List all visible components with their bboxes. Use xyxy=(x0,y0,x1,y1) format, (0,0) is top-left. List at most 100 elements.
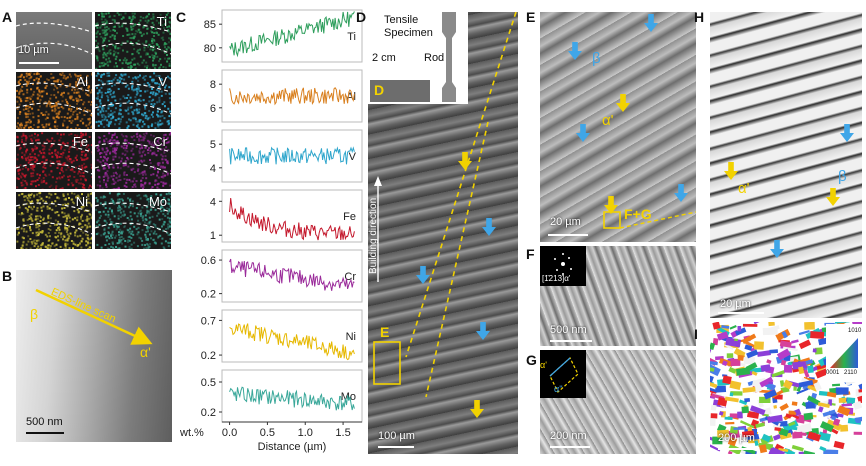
y-tick-label: 0.2 xyxy=(201,350,216,362)
grain xyxy=(792,431,803,439)
panel-h-scale-bar xyxy=(718,312,764,314)
grain xyxy=(739,399,748,406)
grain xyxy=(826,391,837,398)
fg-label: F+G xyxy=(624,206,652,222)
al-map: Al xyxy=(16,72,92,129)
size-label: 2 cm xyxy=(372,52,396,64)
ni-map-pixels xyxy=(16,192,92,249)
grain xyxy=(755,422,765,428)
v-map-pixels xyxy=(95,72,171,129)
panel-c-label: C xyxy=(176,9,187,25)
grain xyxy=(744,397,751,403)
diffraction-spots xyxy=(554,253,572,275)
cr-map: Cr xyxy=(95,132,171,189)
grain xyxy=(855,389,862,397)
grain xyxy=(779,403,789,412)
panel-d-overlays xyxy=(368,12,517,398)
grain xyxy=(727,450,733,454)
ni-map-label: Ni xyxy=(75,194,88,209)
grain xyxy=(710,375,714,384)
panel-e-scale-bar xyxy=(548,234,588,236)
fe-map-pixels xyxy=(16,132,92,189)
grain xyxy=(853,431,862,435)
panel-i-scale-bar xyxy=(718,448,758,450)
plot-frame-Ni xyxy=(221,309,363,363)
diffraction-pattern-inset: [1̄213]α' xyxy=(540,246,586,286)
grain xyxy=(742,323,758,327)
beta-arrow-icon xyxy=(770,240,784,258)
scan-arrow xyxy=(35,288,153,345)
grain xyxy=(745,362,758,372)
y-tick-label: 1 xyxy=(210,230,216,242)
grain xyxy=(798,339,812,350)
grain xyxy=(839,424,849,432)
region-e-box xyxy=(373,341,401,385)
grain xyxy=(808,360,816,367)
grain xyxy=(769,349,779,354)
grain xyxy=(741,430,755,438)
grain xyxy=(832,418,841,426)
grain xyxy=(710,393,716,400)
ti-map: Ti xyxy=(95,12,171,69)
panel-g-label: G xyxy=(526,352,537,368)
grain xyxy=(724,396,739,403)
v-map: V xyxy=(95,72,171,129)
grain xyxy=(782,379,793,390)
ipf-legend: 0001 2110 1010 xyxy=(826,324,862,382)
y-tick-label: 80 xyxy=(204,43,216,55)
grain xyxy=(730,391,743,396)
fe-map: Fe xyxy=(16,132,92,189)
y-tick-label: 0.5 xyxy=(201,377,216,389)
grain xyxy=(710,385,718,393)
alpha-prime-label: α' xyxy=(738,180,750,197)
grain xyxy=(760,364,771,372)
panel-i-label: I xyxy=(694,326,698,342)
cr-map-label: Cr xyxy=(153,134,167,149)
grain xyxy=(710,413,718,419)
grain xyxy=(726,353,734,359)
grain xyxy=(710,404,717,411)
inset-letter: D xyxy=(374,82,385,98)
grain xyxy=(803,369,810,378)
grain xyxy=(729,392,734,397)
grain xyxy=(746,410,760,419)
grain xyxy=(721,360,728,367)
phase-boundary-lines xyxy=(16,22,92,55)
panel-d-scale-bar xyxy=(378,446,414,448)
series-line-Al xyxy=(229,87,355,106)
y-tick-label: 4 xyxy=(210,196,216,208)
alpha-double-prime-label: α'' xyxy=(554,384,563,394)
lattice-overlay xyxy=(549,357,579,393)
grain xyxy=(768,381,773,385)
region-e-label: E xyxy=(380,324,390,340)
alpha-prime-label: α' xyxy=(140,344,151,360)
grain xyxy=(717,429,730,438)
grain xyxy=(813,381,822,392)
plot-frame-Cr xyxy=(221,249,363,303)
grain xyxy=(759,396,771,403)
y-tick-label: 5 xyxy=(210,139,216,151)
grain xyxy=(741,333,757,344)
panel-e-overlays xyxy=(603,211,696,229)
series-line-V xyxy=(229,146,355,165)
x-tick-label: 0.5 xyxy=(260,427,275,439)
grain xyxy=(803,412,814,421)
v-map-label: V xyxy=(158,74,167,89)
grain xyxy=(710,348,712,356)
grain xyxy=(819,421,834,433)
panel-f-scale-text: 500 nm xyxy=(550,324,587,336)
grain xyxy=(817,406,824,413)
grain xyxy=(828,399,832,406)
grain xyxy=(729,380,742,391)
grain xyxy=(733,427,745,430)
mo-map-pixels xyxy=(95,192,171,249)
grain xyxy=(818,390,828,396)
grain xyxy=(729,325,737,330)
panel-d-sem-image: Tensile Specimen 2 cm Rod D Building dir… xyxy=(368,12,518,454)
series-label-Al: Al xyxy=(346,91,356,103)
grain xyxy=(854,416,862,422)
series-label-V: V xyxy=(349,151,357,163)
panel-b-scale-text: 500 nm xyxy=(26,416,63,428)
grain xyxy=(796,388,809,395)
grain xyxy=(712,338,719,346)
